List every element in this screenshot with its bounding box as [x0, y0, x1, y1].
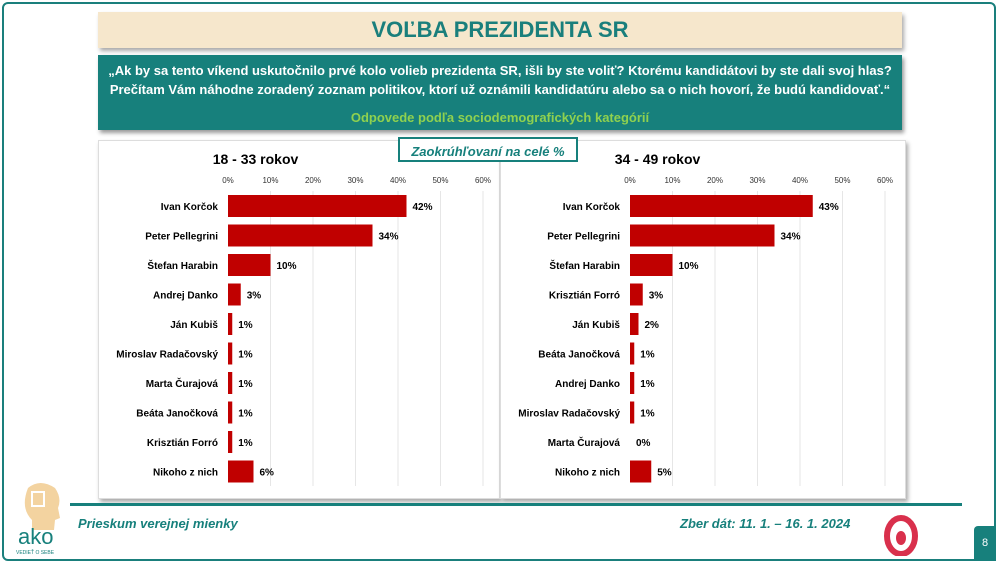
data-label: 10% — [277, 261, 297, 272]
x-tick-label: 50% — [432, 176, 448, 185]
data-label: 0% — [636, 438, 651, 449]
bar — [228, 431, 233, 453]
chart-title: 18 - 33 rokov — [213, 151, 299, 167]
category-label: Beáta Janočková — [136, 409, 218, 420]
footer-survey-label: Prieskum verejnej mienky — [78, 516, 238, 531]
category-label: Nikoho z nich — [555, 468, 620, 479]
category-label: Krisztián Forró — [549, 291, 620, 302]
slide-title: VOĽBA PREZIDENTA SR — [98, 12, 902, 48]
x-tick-label: 40% — [792, 176, 808, 185]
category-label: Miroslav Radačovský — [116, 350, 218, 361]
data-label: 34% — [379, 232, 399, 243]
chart-panel-left: 18 - 33 rokov 0% 10% 20% 30% 40% 50% 60% Ivan Ko… — [98, 140, 500, 499]
x-tick-label: 10% — [262, 176, 278, 185]
x-tick-label: 20% — [305, 176, 321, 185]
data-label: 5% — [657, 468, 672, 479]
data-label: 34% — [781, 232, 801, 243]
category-label: Marta Čurajová — [146, 377, 219, 390]
chart-18-33: 18 - 33 rokov 0% 10% 20% 30% 40% 50% 60% Ivan Ko… — [116, 151, 491, 486]
page-number: 8 — [974, 526, 996, 561]
rounding-note: Zaokrúhľovaní na celé % — [398, 137, 578, 162]
x-tick-label: 60% — [877, 176, 893, 185]
question-line-2: Prečítam Vám náhodne zoradený zoznam pol… — [109, 82, 891, 97]
data-label: 1% — [238, 409, 253, 420]
category-label: Andrej Danko — [555, 379, 620, 390]
category-label: Ivan Korčok — [161, 202, 219, 213]
category-label: Ján Kubiš — [572, 320, 620, 331]
chart-34-49: 34 - 49 rokov 0% 10% 20% 30% 40% 50% 60% Ivan Ko… — [518, 151, 893, 486]
data-label: 1% — [640, 409, 655, 420]
footer-divider — [70, 503, 962, 506]
logo-tagline: VEDIEŤ O SEBE — [16, 548, 55, 556]
bar — [228, 401, 233, 424]
bar — [630, 460, 652, 483]
x-tick-label: 50% — [834, 176, 850, 185]
category-label: Ivan Korčok — [563, 202, 621, 213]
question-line-1: „Ak by sa tento víkend uskutočnilo prvé … — [108, 63, 892, 78]
bar — [228, 283, 241, 306]
ako-logo: ako VEDIEŤ O SEBE — [16, 483, 60, 556]
logo-text: ako — [18, 524, 53, 549]
bar — [228, 372, 233, 394]
bar — [630, 224, 775, 247]
bar — [228, 342, 233, 365]
x-tick-label: 40% — [390, 176, 406, 185]
question-box: „Ak by sa tento víkend uskutočnilo prvé … — [98, 55, 902, 130]
partner-logo-icon — [884, 515, 918, 556]
chart-panel-right: 34 - 49 rokov 0% 10% 20% 30% 40% 50% 60% Ivan Ko… — [500, 140, 906, 499]
data-label: 1% — [238, 379, 253, 390]
data-label: 3% — [247, 291, 262, 302]
footer-date: Zber dát: 11. 1. – 16. 1. 2024 — [680, 516, 851, 531]
data-label: 1% — [238, 438, 253, 449]
x-tick-label: 30% — [347, 176, 363, 185]
data-label: 42% — [413, 202, 433, 213]
category-label: Nikoho z nich — [153, 468, 218, 479]
bar — [228, 460, 254, 483]
chart-title: 34 - 49 rokov — [615, 151, 701, 167]
x-tick-label: 0% — [624, 176, 636, 185]
x-tick-label: 0% — [222, 176, 234, 185]
category-label: Štefan Harabin — [549, 259, 620, 272]
question-subtitle: Odpovede podľa sociodemografických kateg… — [350, 110, 650, 125]
x-tick-label: 30% — [749, 176, 765, 185]
bar — [630, 342, 635, 365]
category-label: Peter Pellegrini — [547, 232, 620, 243]
bar — [630, 372, 635, 394]
category-label: Beáta Janočková — [538, 350, 620, 361]
category-label: Štefan Harabin — [147, 259, 218, 272]
bar — [630, 254, 673, 276]
x-tick-label: 20% — [707, 176, 723, 185]
bar — [228, 224, 373, 247]
category-label: Krisztián Forró — [147, 438, 218, 449]
category-label: Ján Kubiš — [170, 320, 218, 331]
bar — [228, 313, 233, 335]
bar — [228, 254, 271, 276]
data-label: 10% — [679, 261, 699, 272]
category-label: Miroslav Radačovský — [518, 409, 620, 420]
data-label: 3% — [649, 291, 664, 302]
category-label: Peter Pellegrini — [145, 232, 218, 243]
data-label: 1% — [238, 350, 253, 361]
data-label: 43% — [819, 202, 839, 213]
bar — [630, 313, 639, 335]
data-label: 2% — [645, 320, 660, 331]
data-label: 1% — [640, 379, 655, 390]
data-label: 1% — [640, 350, 655, 361]
x-tick-label: 60% — [475, 176, 491, 185]
data-label: 6% — [260, 468, 275, 479]
bar — [630, 283, 643, 306]
category-label: Andrej Danko — [153, 291, 218, 302]
bar — [630, 401, 635, 424]
bar — [228, 195, 407, 217]
x-tick-label: 10% — [664, 176, 680, 185]
category-label: Marta Čurajová — [548, 436, 621, 449]
bar — [630, 195, 813, 217]
data-label: 1% — [238, 320, 253, 331]
